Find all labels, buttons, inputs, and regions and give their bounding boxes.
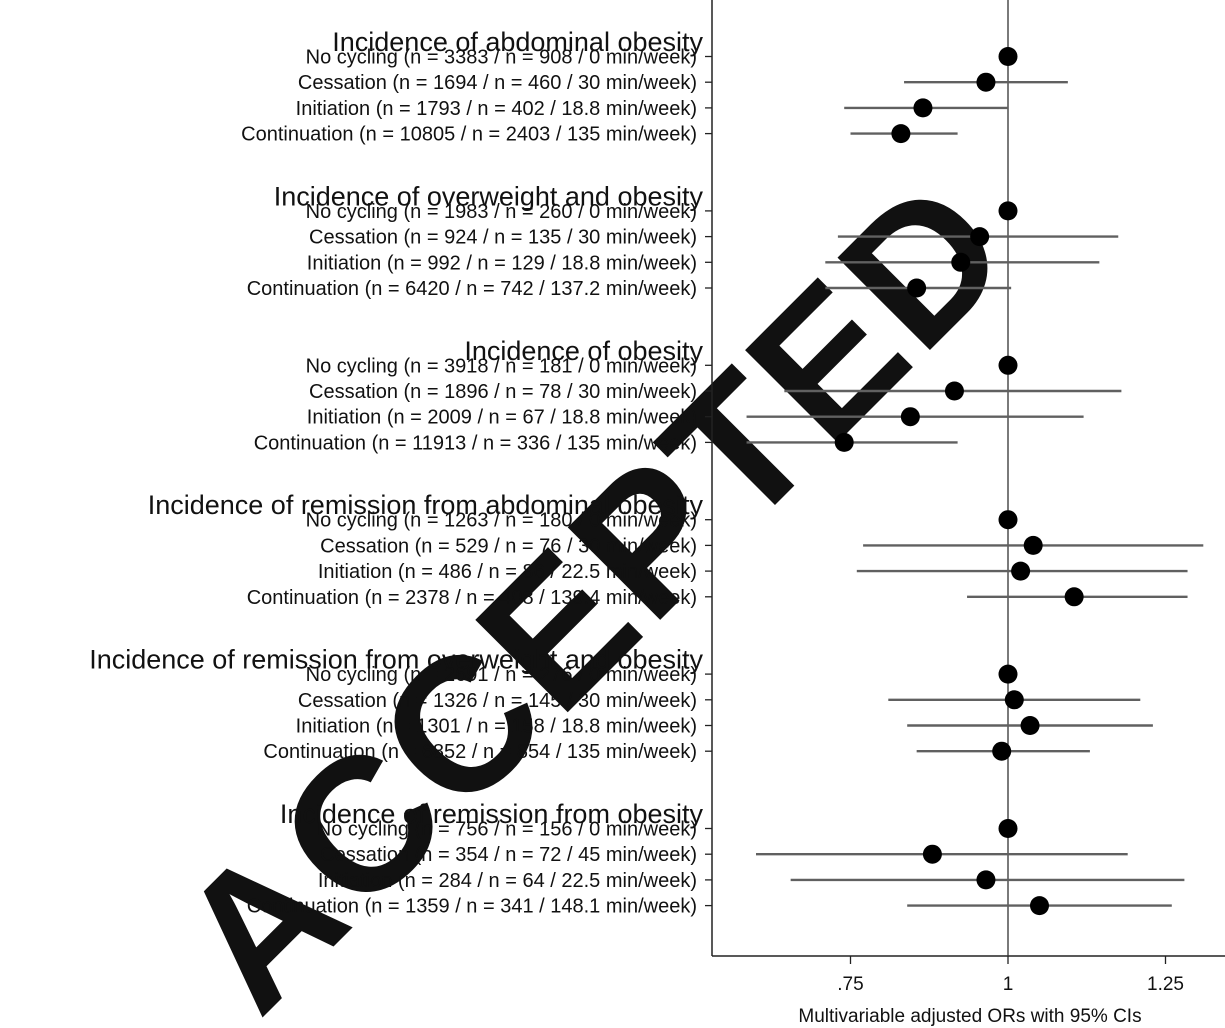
or-point [998, 819, 1018, 838]
row-label: Initiation (n = 992 / n = 129 / 18.8 min… [307, 252, 697, 274]
group-title: Incidence of abdominal obesity [332, 27, 703, 57]
group-title: Incidence of overweight and obesity [274, 181, 704, 211]
x-axis-title: Multivariable adjusted ORs with 95% CIs [798, 1006, 1141, 1027]
row-label: Cessation (n = 354 / n = 72 / 45 min/wee… [320, 844, 697, 866]
row-label: No cycling (n = 3918 / n = 181 / 0 min/w… [306, 355, 697, 377]
x-tick-label: .75 [837, 974, 863, 995]
or-point [1023, 535, 1043, 555]
row-label: Continuation (n = 6420 / n = 742 / 137.2… [247, 278, 697, 300]
row-label: Cessation (n = 1326 / n = 145 / 30 min/w… [298, 690, 697, 712]
row-label: Cessation (n = 924 / n = 135 / 30 min/we… [309, 227, 697, 249]
or-point [907, 278, 927, 298]
row-label: Continuation (n = 10805 / n = 2403 / 135… [241, 124, 697, 146]
or-point [1020, 716, 1040, 735]
row-label: No cycling (n = 3383 / n = 908 / 0 min/w… [306, 47, 697, 69]
row-label: Continuation (n = 2378 / n = 408 / 139.4… [247, 587, 697, 609]
or-point [998, 664, 1018, 684]
group-title: Incidence of remission from overweight a… [89, 645, 703, 675]
or-point [1030, 896, 1049, 916]
x-tick-label: 1.25 [1147, 974, 1184, 995]
or-point [1011, 561, 1031, 581]
or-point [900, 407, 920, 427]
or-point [970, 227, 990, 247]
or-point [976, 72, 996, 92]
row-label: Cessation (n = 1694 / n = 460 / 30 min/w… [298, 72, 697, 94]
or-point [998, 510, 1018, 530]
or-point [922, 844, 942, 864]
or-point [1004, 690, 1024, 710]
group-title: Incidence of obesity [464, 336, 703, 366]
row-label: Initiation (n = 1793 / n = 402 / 18.8 mi… [296, 98, 697, 120]
or-point [834, 432, 854, 452]
row-label: Continuation (n = 11913 / n = 336 / 135 … [254, 432, 697, 454]
x-axis-ticks: .75 1 1.25 [837, 956, 1184, 995]
plot-area: .75 1 1.25 Multivariable adjusted ORs with… [711, 0, 1225, 1027]
or-point [998, 201, 1018, 221]
row-label: Continuation (n = 6852 / n = 854 / 135 m… [263, 741, 697, 763]
or-point [891, 124, 911, 144]
row-label: No cycling (n = 1983 / n = 260 / 0 min/w… [306, 201, 697, 223]
row-label: No cycling (n = 1263 / n = 180 / 0 min/w… [306, 510, 697, 532]
or-point [944, 381, 964, 401]
or-point [1064, 587, 1084, 607]
x-tick-label: 1 [1003, 974, 1014, 995]
group-title: Incidence of remission from obesity [280, 799, 704, 829]
group-title: Incidence of remission from abdominal ob… [148, 490, 704, 520]
row-label: No cycling (n = 2691 / n = 276 / 0 min/w… [306, 664, 697, 686]
row-label: Cessation (n = 529 / n = 76 / 30 min/wee… [320, 535, 697, 557]
or-point [998, 47, 1018, 66]
row-label: Initiation (n = 284 / n = 64 / 22.5 min/… [318, 870, 697, 892]
or-point [992, 741, 1012, 761]
row-label: Cessation (n = 1896 / n = 78 / 30 min/we… [309, 381, 697, 403]
row-label: Initiation (n = 1301 / n = 158 / 18.8 mi… [296, 716, 697, 738]
row-label: Initiation (n = 2009 / n = 67 / 18.8 min… [307, 407, 697, 429]
or-point [951, 252, 971, 272]
or-point [913, 98, 933, 118]
or-point [998, 355, 1018, 375]
row-label: Initiation (n = 486 / n = 86 / 22.5 min/… [318, 561, 697, 583]
or-point [976, 870, 996, 890]
row-label: No cycling (n = 756 / n = 156 / 0 min/we… [317, 819, 697, 841]
point-estimates [834, 47, 1084, 916]
row-label: Continuation (n = 1359 / n = 341 / 148.1… [247, 896, 697, 918]
